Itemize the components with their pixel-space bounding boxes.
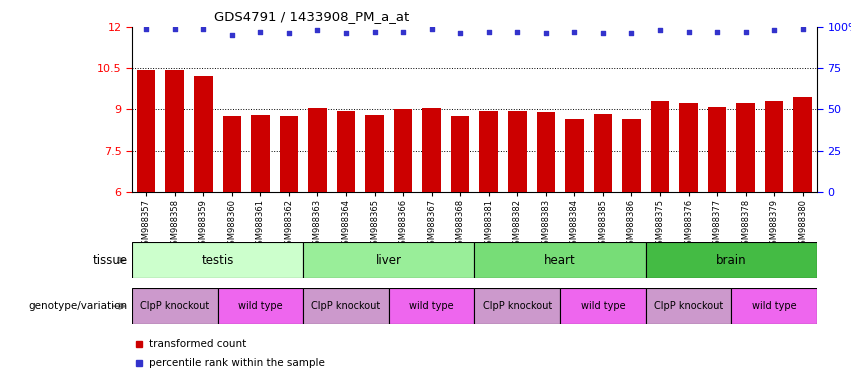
Text: ClpP knockout: ClpP knockout (140, 301, 209, 311)
Text: wild type: wild type (580, 301, 625, 311)
Point (254, 29, 267, 35)
Point (482, 29, 495, 35)
Point (568, 29, 581, 35)
Point (739, 29, 752, 35)
Text: testis: testis (202, 254, 234, 266)
Text: transformed count: transformed count (149, 339, 246, 349)
Point (140, 25, 153, 31)
Text: ClpP knockout: ClpP knockout (654, 301, 723, 311)
Bar (132, 242, 817, 278)
Point (682, 29, 695, 35)
Bar (251, 115, 270, 192)
Bar (646, 288, 731, 324)
Text: percentile rank within the sample: percentile rank within the sample (149, 358, 325, 368)
Text: ClpP knockout: ClpP knockout (483, 301, 551, 311)
Bar (708, 107, 727, 192)
Point (282, 30, 295, 36)
Bar (679, 103, 698, 192)
Bar (479, 111, 498, 192)
Bar (308, 108, 327, 192)
Text: brain: brain (716, 254, 746, 266)
Bar (736, 103, 755, 192)
Bar (422, 108, 441, 192)
Point (225, 32, 238, 38)
Bar (560, 288, 646, 324)
Bar (622, 119, 641, 192)
Point (625, 30, 638, 36)
Point (168, 25, 181, 31)
Point (311, 27, 324, 33)
Text: heart: heart (544, 254, 576, 266)
Bar (451, 116, 470, 192)
Bar (389, 288, 474, 324)
Bar (536, 112, 555, 192)
Bar (474, 242, 646, 278)
Text: tissue: tissue (93, 254, 128, 266)
Text: GDS4791 / 1433908_PM_a_at: GDS4791 / 1433908_PM_a_at (214, 10, 409, 23)
Bar (222, 116, 241, 192)
Point (197, 25, 210, 31)
Bar (646, 242, 817, 278)
Point (596, 30, 609, 36)
Point (425, 25, 438, 31)
Point (539, 30, 552, 36)
Bar (132, 288, 218, 324)
Bar (165, 70, 184, 192)
Bar (365, 115, 384, 192)
Point (454, 30, 467, 36)
Bar (194, 76, 213, 192)
Text: wild type: wild type (238, 301, 283, 311)
Bar (651, 101, 669, 192)
Bar (137, 70, 156, 192)
Bar (474, 288, 560, 324)
Text: liver: liver (376, 254, 402, 266)
Point (397, 29, 410, 35)
Bar (394, 109, 413, 192)
Bar (565, 119, 584, 192)
Point (511, 29, 524, 35)
Bar (303, 242, 474, 278)
Point (368, 29, 381, 35)
Bar (594, 114, 612, 192)
Text: wild type: wild type (751, 301, 797, 311)
Point (654, 27, 667, 33)
Point (796, 25, 809, 31)
Text: ClpP knockout: ClpP knockout (311, 301, 380, 311)
Text: wild type: wild type (409, 301, 454, 311)
Bar (337, 111, 355, 192)
Text: genotype/variation: genotype/variation (29, 301, 128, 311)
Bar (303, 288, 389, 324)
Bar (731, 288, 817, 324)
Bar (218, 288, 303, 324)
Bar (280, 116, 298, 192)
Point (711, 29, 724, 35)
Bar (793, 97, 812, 192)
Point (340, 30, 353, 36)
Point (768, 27, 781, 33)
Bar (765, 101, 784, 192)
Bar (508, 111, 527, 192)
Bar (132, 242, 303, 278)
